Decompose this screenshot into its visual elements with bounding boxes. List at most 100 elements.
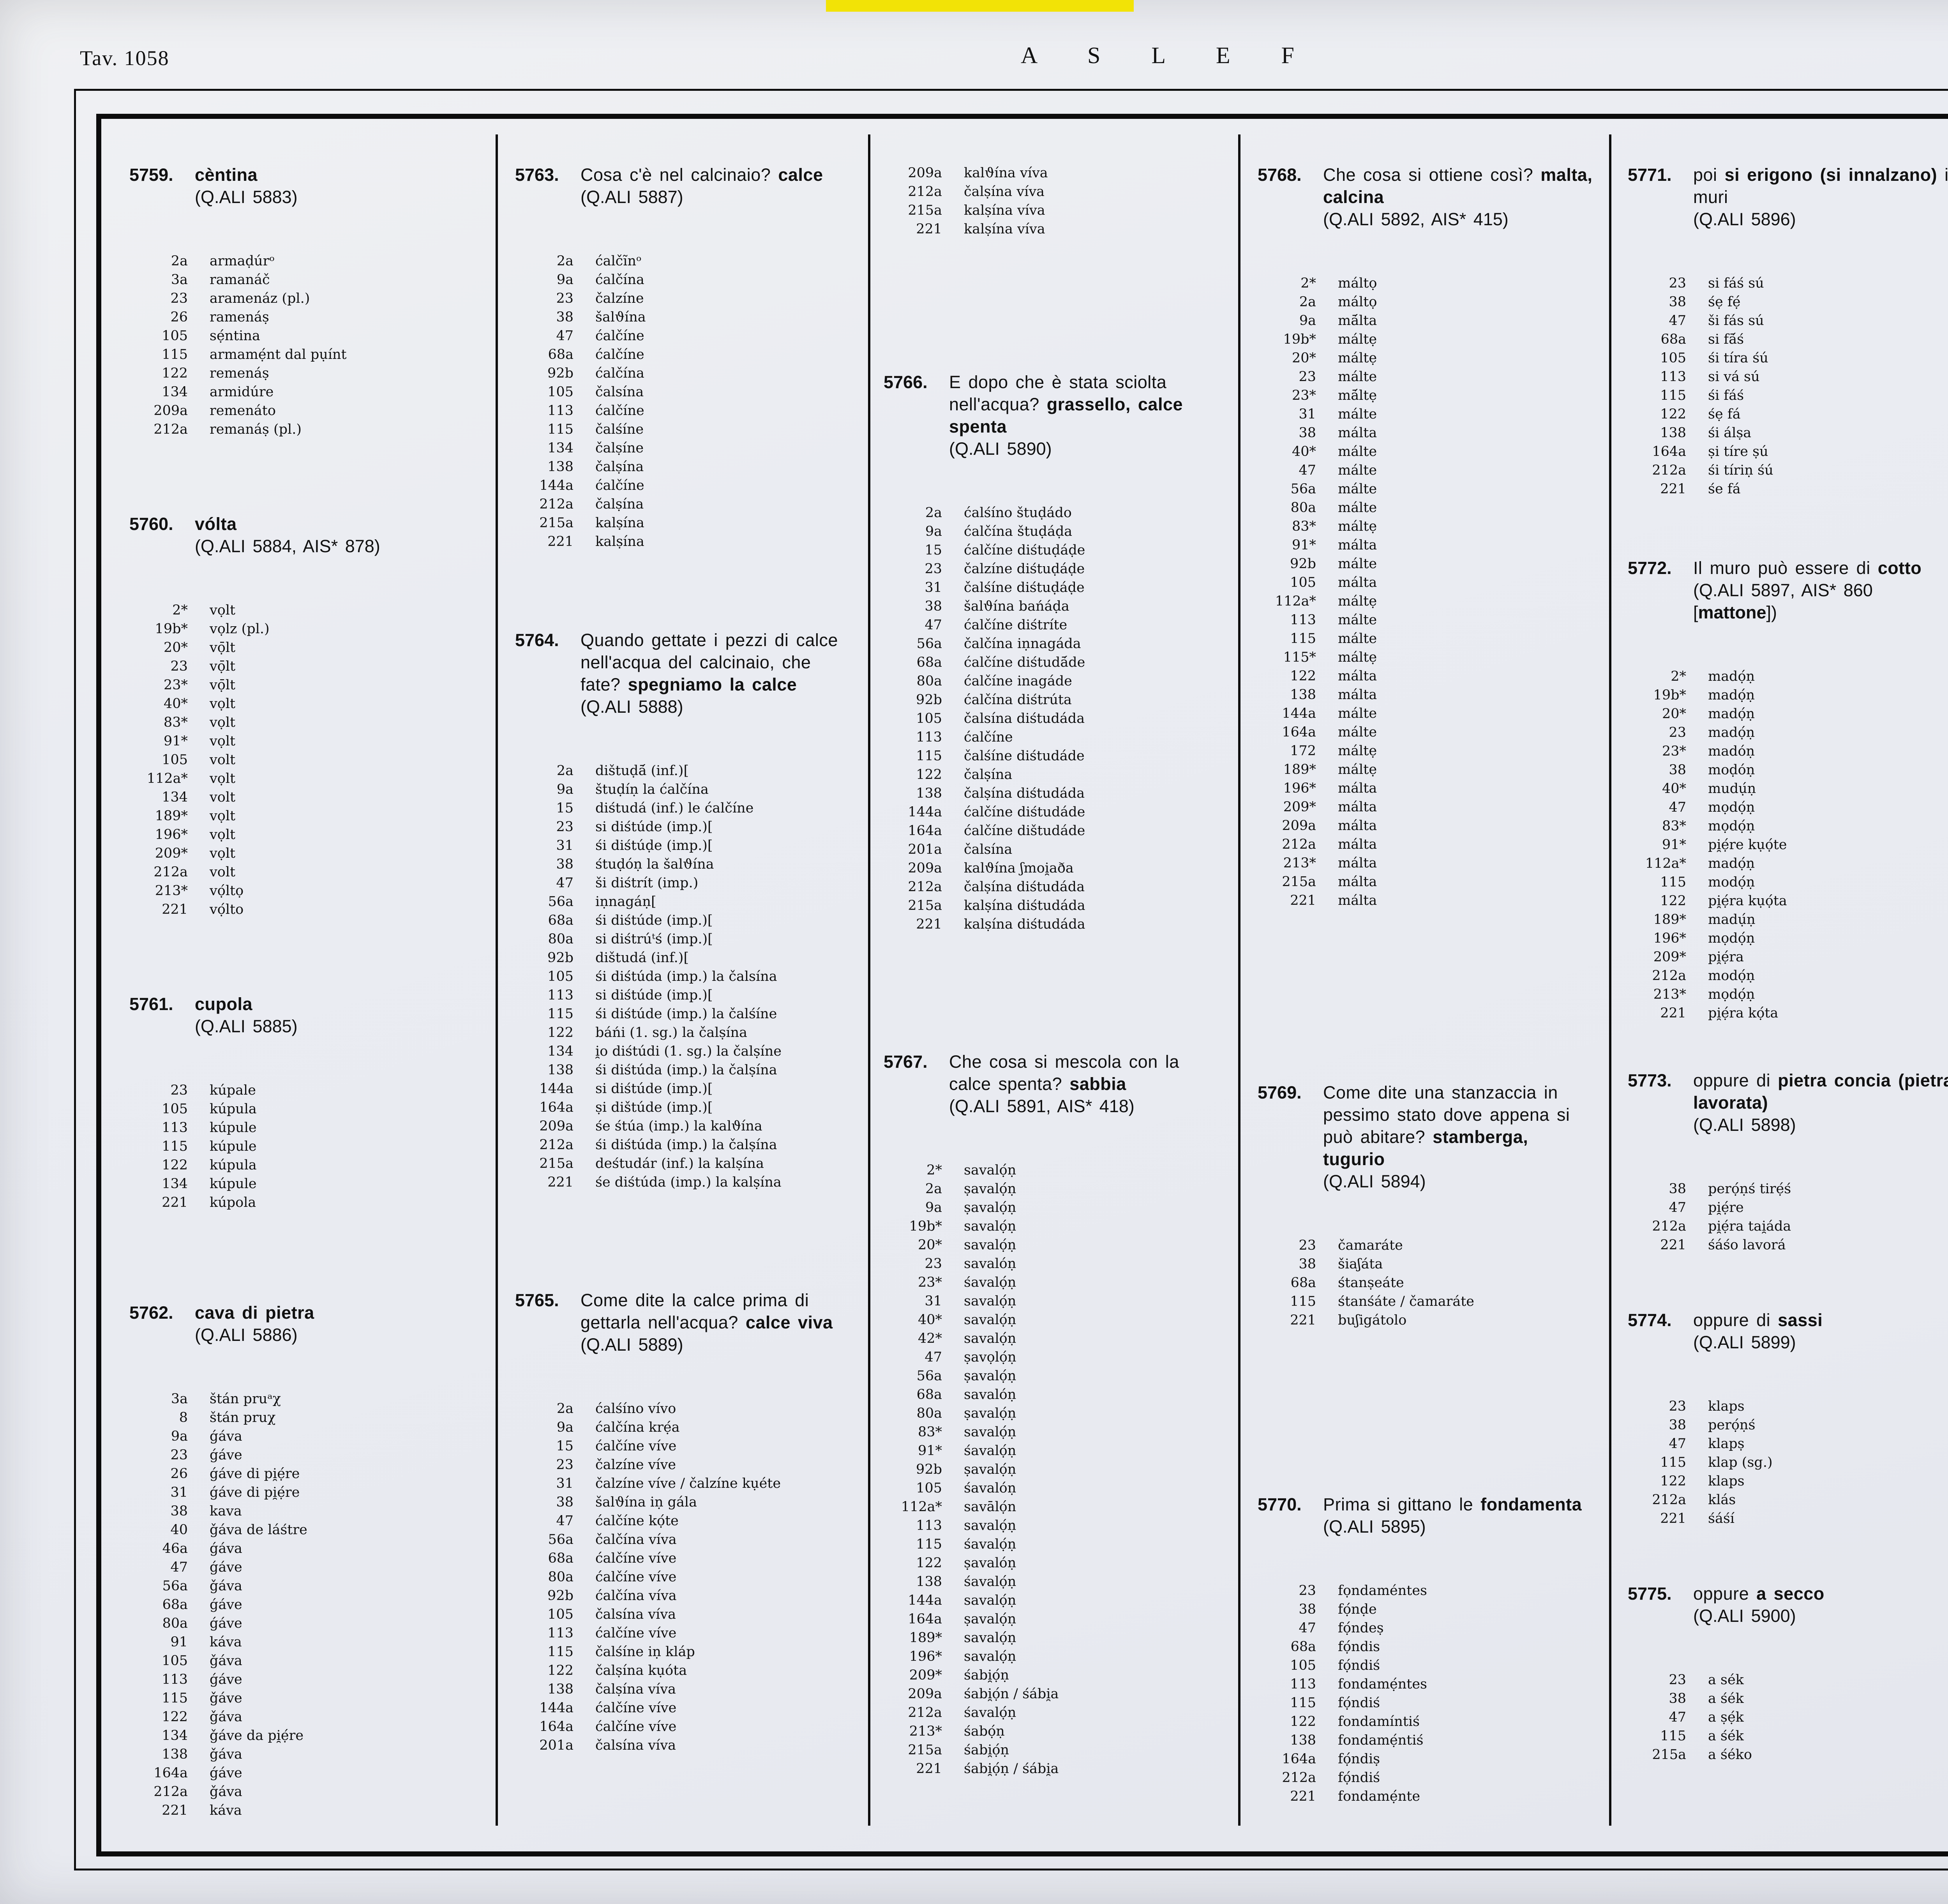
list-item: 113 ćalčíne víve — [515, 1624, 854, 1643]
locality-code: 56a — [548, 894, 573, 910]
locality-code: 115 — [547, 1644, 573, 1660]
list-item: 38 šiaʃáta — [1258, 1255, 1593, 1273]
list-item: 2* máltọ — [1258, 274, 1593, 293]
locality-code: 19b* — [155, 621, 188, 637]
locality-code: 138 — [916, 1574, 942, 1590]
locality-code: 221 — [916, 917, 942, 932]
dialect-form: fondamíntiś — [1338, 1714, 1420, 1729]
entry-number: 5770. — [1258, 1494, 1302, 1514]
dialect-form: ǧáva — [210, 1578, 242, 1594]
locality-code: 23 — [925, 1256, 942, 1272]
list-item: 144a si diśtúde (imp.)[ — [515, 1079, 854, 1098]
dialect-form: ćalčíne víve — [595, 1700, 677, 1716]
locality-code: 221 — [1290, 1312, 1316, 1328]
list-item: 56a ǧáva — [129, 1577, 480, 1595]
dialect-form: čalsína víva — [595, 1738, 676, 1753]
list-item: 23 savalóṇ — [884, 1254, 1223, 1273]
dialect-form: śi diśtúda (imp.) la čalsína — [595, 969, 777, 984]
list-item: 215a deśtudár (inf.) la kalṣína — [515, 1154, 854, 1173]
list-item: 209* málta — [1258, 798, 1593, 816]
title-segment: fondamenta — [1480, 1494, 1582, 1514]
dialect-form: ćalčíne víve — [595, 1719, 677, 1734]
locality-code: 38 — [1669, 1417, 1686, 1433]
locality-code: 2a — [171, 253, 188, 269]
list-item: 38 málta — [1258, 424, 1593, 442]
entry-number: 5774. — [1628, 1310, 1672, 1330]
dialect-form: śavalọ́ṇ — [964, 1443, 1016, 1459]
list-item: 56a čalčína iṇnagáda — [884, 634, 1223, 653]
entry-heading: 5762. cava di pietra (Q.ALI 5886) — [129, 1302, 480, 1346]
entry-reference: (Q.ALI 5886) — [195, 1324, 480, 1346]
list-item: 115 modọ́ṇ — [1628, 873, 1948, 892]
list-item: 26 ramenáṣ — [129, 308, 480, 327]
locality-code: 23 — [556, 291, 573, 306]
dialect-form: ǵáve — [210, 1616, 242, 1631]
locality-code: 23 — [1299, 1238, 1316, 1253]
dialect-form: remanáṣ (pl.) — [210, 422, 302, 437]
dialect-form: madóṇ — [1708, 744, 1755, 759]
dialect-form: ćalčíne víve — [595, 1438, 677, 1454]
locality-code: 122 — [1290, 1714, 1316, 1729]
dialect-form: ǵáve — [210, 1447, 242, 1463]
locality-code: 122 — [547, 1663, 573, 1678]
dialect-form: savalọ́ṇ — [964, 1630, 1016, 1646]
dialect-form: fọndaméntes — [1338, 1583, 1427, 1598]
locality-code: 115 — [1290, 1294, 1316, 1309]
dialect-form: čalṣína víva — [595, 1681, 676, 1697]
locality-code: 2* — [1671, 669, 1686, 684]
dialect-form: kúpule — [210, 1139, 257, 1154]
dialect-form: ši fás sú — [1708, 313, 1764, 329]
list-item: 212a pi̯ẹ́ra tai̯áda — [1628, 1217, 1948, 1236]
list-item: 144a savalọ́ṇ — [884, 1591, 1223, 1610]
locality-code: 9a — [556, 782, 573, 797]
dialect-form: ṣavalọ́ṇ — [964, 1406, 1016, 1421]
dialect-form: śabi̯ọ́ṇ — [964, 1742, 1009, 1758]
entry-title-block: vólta (Q.ALI 5884, AIS* 878) — [195, 513, 480, 557]
list-item: 122 málta — [1258, 667, 1593, 685]
locality-code: 2a — [925, 1181, 942, 1197]
list-item: 8 štán pruχ — [129, 1408, 480, 1427]
dialect-form: šalϑína — [595, 309, 646, 325]
entry-title-block: cupola (Q.ALI 5885) — [195, 993, 480, 1037]
dialect-form: ǧáva — [210, 1653, 242, 1669]
dialect-form: fọ́ndeṣ — [1338, 1620, 1384, 1636]
list-item: 2* vọlt — [129, 601, 480, 620]
list-item: 20* savalọ́ṇ — [884, 1236, 1223, 1254]
locality-code: 2a — [556, 1401, 573, 1417]
dialect-form: dištuḍā́ (inf.)[ — [595, 763, 689, 779]
dialect-form: vọlt — [210, 733, 236, 749]
entry-title: Che cosa si ottiene così? malta, calcina — [1323, 164, 1593, 208]
list-item: 47 mọdọ́ṇ — [1628, 798, 1948, 817]
locality-code: 115 — [1290, 1695, 1316, 1711]
locality-code: 38 — [1669, 1181, 1686, 1197]
locality-code: 112a* — [1275, 593, 1316, 609]
dialect-form: ćalčíne víve — [595, 1625, 677, 1641]
dialect-form: málte — [1338, 406, 1377, 422]
entry-title: Quando gettate i pezzi di calce nell'acq… — [581, 629, 854, 696]
dialect-form: śe fá — [1708, 481, 1741, 497]
entry-title: oppure di pietra concia (pietra lavorata… — [1693, 1069, 1948, 1114]
column-5: 5771. poi si erigono (si innalzano) i mu… — [1628, 164, 1948, 1764]
locality-code: 47 — [1669, 1200, 1686, 1215]
dialect-form: čalzíne diśtuḍáḍe — [964, 561, 1085, 577]
entry-title-block: poi si erigono (si innalzano) i muri (Q.… — [1693, 164, 1948, 230]
list-item: 221 śe fá — [1628, 480, 1948, 498]
locality-code: 113 — [916, 729, 942, 745]
locality-code: 138 — [547, 459, 573, 475]
dialect-form: málta — [1338, 781, 1377, 796]
title-segment: E dopo che è stata sciolta nell'acqua? — [949, 372, 1167, 414]
dialect-form: ćalčíne inagáde — [964, 673, 1072, 689]
list-item: 105 málta — [1258, 573, 1593, 592]
list-item: 201a čalsína — [884, 840, 1223, 859]
list-item: 31 čalzíne víve / čalzíne kụéte — [515, 1474, 854, 1493]
list-item: 19b* máltẹ — [1258, 330, 1593, 349]
list-item: 122 kúpula — [129, 1156, 480, 1175]
dialect-form: štán pruχ — [210, 1410, 276, 1425]
locality-code: 113 — [162, 1120, 188, 1136]
list-item: 80a ǵáve — [129, 1614, 480, 1633]
locality-code: 46a — [162, 1541, 188, 1556]
locality-code: 47 — [556, 875, 573, 891]
reference-segment: (Q.ALI 5887) — [581, 187, 683, 207]
entry-5766: 5766. E dopo che è stata sciolta nell'ac… — [884, 371, 1223, 934]
locality-code: 122 — [162, 366, 188, 381]
